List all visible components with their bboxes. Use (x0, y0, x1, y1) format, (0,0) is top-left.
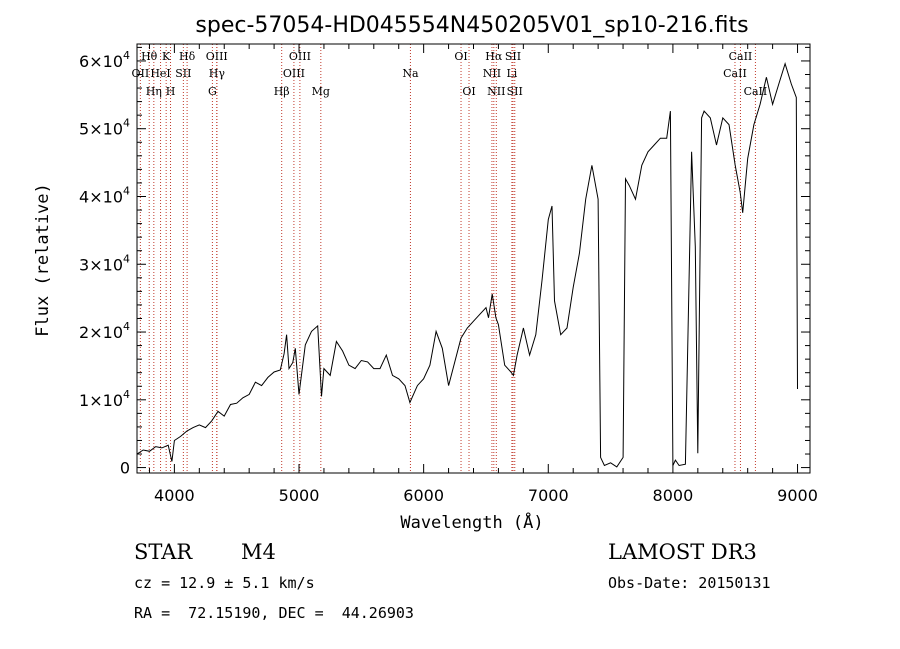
spectral-line-label: CaII (729, 50, 753, 63)
spectral-line-label: OII (132, 67, 150, 80)
spectral-line-label: NII (487, 85, 505, 98)
spectral-line-label: Hα (485, 50, 503, 63)
x-tick-label: 4000 (154, 486, 195, 505)
y-tick-label: 5×104 (79, 117, 130, 139)
x-tick-label: 5000 (279, 486, 320, 505)
coordinates: RA = 72.15190, DEC = 44.26903 (134, 604, 414, 622)
spectral-line-label: HeI (150, 67, 170, 80)
spectral-line-label: OIII (283, 67, 305, 80)
spectral-line-label: OIII (289, 50, 311, 63)
x-axis-ticks: 4000 5000 6000 7000 8000 9000 (148, 44, 818, 505)
x-tick-label: 7000 (528, 486, 569, 505)
spectral-line-label: Hγ (209, 67, 226, 80)
spectral-line-label: H (166, 85, 176, 98)
spectral-line-label: Hδ (179, 50, 196, 63)
x-tick-label: 8000 (653, 486, 694, 505)
spectral-line-label: Hη (146, 85, 162, 98)
y-tick-label: 4×104 (79, 184, 130, 206)
spectrum-line (136, 62, 798, 468)
spectral-line-label: OIII (206, 50, 228, 63)
y-tick-label: 3×104 (79, 252, 130, 274)
spectral-line-label: OI (454, 50, 467, 63)
redshift-readout: cz = 12.9 ± 5.1 km/s (134, 574, 315, 592)
spectral-line-label: CaII (744, 85, 768, 98)
spectral-line-label: Na (402, 67, 419, 80)
plot-frame (136, 43, 811, 474)
spectral-line-markers (139, 44, 756, 473)
spectral-line-label: Hθ (141, 50, 158, 63)
spectral-line-label: NII (483, 67, 501, 80)
spectral-line-label: SII (505, 50, 521, 63)
y-tick-label: 0 (120, 459, 130, 478)
spectral-line-label: CaII (723, 67, 747, 80)
y-tick-label: 1×104 (79, 388, 130, 410)
star-class: STAR (134, 540, 193, 564)
x-axis-label: Wavelength (Å) (400, 511, 543, 533)
star-subclass: M4 (241, 540, 276, 564)
spectral-line-labels: OII Hθ Hη HeI K H SII Hδ G OIII Hγ Hβ OIII OIII Mg Na OI… (132, 50, 768, 98)
x-tick-label: 9000 (777, 486, 818, 505)
spectral-line-label: SII (507, 85, 523, 98)
spectral-line-label: K (162, 50, 171, 63)
y-tick-label: 6×104 (79, 49, 130, 71)
chart-title: spec-57054-HD045554N450205V01_sp10-216.f… (195, 13, 748, 38)
y-tick-label: 2×104 (79, 320, 130, 342)
spectral-line-label: SII (175, 67, 191, 80)
y-axis-ticks: 0 1×104 2×104 3×104 4×104 5×104 6×104 (79, 46, 810, 478)
y-axis-label: Flux (relative) (33, 183, 53, 337)
x-tick-label: 6000 (403, 486, 444, 505)
obs-date: Obs-Date: 20150131 (608, 574, 771, 592)
spectral-line-label: Hβ (274, 85, 290, 98)
survey-name: LAMOST DR3 (608, 540, 757, 564)
spectral-line-label: G (208, 85, 217, 98)
spectral-line-label: Li (506, 67, 517, 80)
spectral-line-label: OI (462, 85, 475, 98)
spectral-line-label: Mg (312, 85, 330, 98)
